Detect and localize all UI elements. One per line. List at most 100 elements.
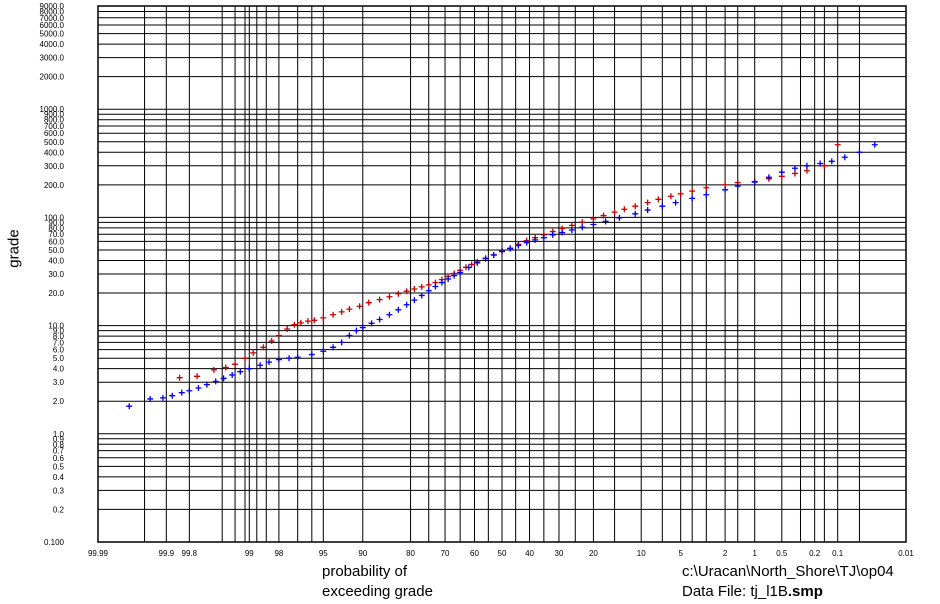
data-point-series-1 xyxy=(250,349,257,356)
y-axis-title: grade xyxy=(5,229,23,268)
x-tick-label: 1 xyxy=(752,549,757,558)
y-tick-label: 0.100 xyxy=(44,538,65,547)
y-tick-label: 700.0 xyxy=(44,122,65,131)
y-tick-label: 3.0 xyxy=(53,378,65,387)
y-tick-label: 200.0 xyxy=(44,181,65,190)
x-tick-label: 70 xyxy=(441,549,450,558)
y-tick-label: 0.3 xyxy=(53,486,65,495)
y-tick-label: 5000.0 xyxy=(40,30,65,39)
data-point-series-2 xyxy=(703,191,710,198)
data-point-series-2 xyxy=(751,179,758,186)
y-tick-label: 40.0 xyxy=(48,256,64,265)
x-tick-label: 60 xyxy=(470,549,479,558)
data-point-series-2 xyxy=(474,259,481,266)
data-point-series-1 xyxy=(275,332,282,339)
y-tick-label: 7000.0 xyxy=(40,14,65,23)
data-point-series-2 xyxy=(203,381,210,388)
data-point-series-2 xyxy=(246,365,253,372)
data-point-series-2 xyxy=(507,245,514,252)
data-point-series-2 xyxy=(791,165,798,172)
data-point-series-2 xyxy=(490,251,497,258)
data-point-series-2 xyxy=(212,378,219,385)
x-tick-label: 20 xyxy=(589,549,598,558)
y-tick-label: 8.0 xyxy=(53,332,65,341)
data-point-series-1 xyxy=(667,193,674,200)
data-point-series-2 xyxy=(523,239,530,246)
data-point-series-2 xyxy=(353,327,360,334)
data-point-series-2 xyxy=(482,255,489,262)
data-point-series-2 xyxy=(457,269,464,276)
data-point-series-2 xyxy=(359,324,366,331)
y-tick-label: 900.0 xyxy=(44,110,65,119)
data-point-series-1 xyxy=(579,219,586,226)
data-point-series-1 xyxy=(621,206,628,213)
data-point-series-1 xyxy=(411,286,418,293)
y-tick-label: 30.0 xyxy=(48,270,64,279)
data-point-series-2 xyxy=(722,186,729,193)
data-point-series-2 xyxy=(432,283,439,290)
data-point-series-2 xyxy=(871,141,878,148)
x-axis-title: probability of exceeding grade xyxy=(322,562,433,602)
data-point-series-1 xyxy=(304,318,311,325)
data-point-series-1 xyxy=(297,319,304,326)
y-tick-label: 9.0 xyxy=(53,327,65,336)
data-point-series-2 xyxy=(395,306,402,313)
x-axis-title-line-1: probability of xyxy=(322,563,408,580)
data-point-series-2 xyxy=(338,339,345,346)
data-point-series-2 xyxy=(549,231,556,238)
data-point-series-2 xyxy=(286,355,293,362)
data-point-series-2 xyxy=(178,389,185,396)
x-tick-label: 99.8 xyxy=(182,549,198,558)
x-tick-label: 50 xyxy=(498,549,507,558)
data-point-series-1 xyxy=(376,296,383,303)
y-tick-label: 0.7 xyxy=(53,447,65,456)
data-point-series-2 xyxy=(425,287,432,294)
data-file-label: Data File: tj_l1B xyxy=(682,583,788,600)
data-point-series-1 xyxy=(689,188,696,195)
data-point-series-2 xyxy=(418,292,425,299)
data-point-series-2 xyxy=(803,162,810,169)
data-point-series-1 xyxy=(590,215,597,222)
data-point-series-2 xyxy=(159,394,166,401)
data-point-series-2 xyxy=(465,264,472,271)
data-point-series-2 xyxy=(147,395,154,402)
data-point-series-1 xyxy=(356,303,363,310)
data-point-series-2 xyxy=(765,174,772,181)
x-tick-label: 98 xyxy=(274,549,283,558)
y-tick-label: 9000.0 xyxy=(40,2,65,11)
data-point-series-2 xyxy=(411,297,418,304)
x-tick-label: 0.1 xyxy=(832,549,844,558)
data-point-series-1 xyxy=(268,338,275,345)
y-tick-label: 80.0 xyxy=(48,224,64,233)
y-tick-label: 0.6 xyxy=(53,454,65,463)
y-tick-label: 600.0 xyxy=(44,129,65,138)
x-tick-label: 0.2 xyxy=(809,549,821,558)
data-point-series-1 xyxy=(468,261,475,268)
data-point-series-2 xyxy=(540,234,547,241)
x-tick-label: 10 xyxy=(637,549,646,558)
data-point-series-1 xyxy=(418,283,425,290)
y-tick-label: 0.2 xyxy=(53,505,65,514)
data-point-series-2 xyxy=(308,351,315,358)
data-point-series-1 xyxy=(395,290,402,297)
data-point-series-2 xyxy=(445,275,452,282)
y-tick-label: 3000.0 xyxy=(40,54,65,63)
data-point-series-2 xyxy=(659,203,666,210)
data-point-series-2 xyxy=(515,242,522,249)
data-point-series-1 xyxy=(346,306,353,313)
data-point-series-2 xyxy=(169,392,176,399)
data-point-series-1 xyxy=(232,361,239,368)
data-point-series-2 xyxy=(126,403,133,410)
y-tick-label: 70.0 xyxy=(48,230,64,239)
data-point-series-1 xyxy=(644,199,651,206)
data-file-ext: .smp xyxy=(787,583,823,600)
data-file: Data File: tj_l1B.smp xyxy=(682,582,894,602)
y-tick-label: 4.0 xyxy=(53,365,65,374)
y-tick-label: 100.0 xyxy=(44,213,65,222)
data-point-series-2 xyxy=(368,320,375,327)
y-tick-label: 2.0 xyxy=(53,397,65,406)
x-axis-title-line-2: exceeding grade xyxy=(322,583,433,600)
data-point-series-2 xyxy=(532,236,539,243)
y-tick-label: 1.0 xyxy=(53,430,65,439)
data-point-series-1 xyxy=(338,308,345,315)
